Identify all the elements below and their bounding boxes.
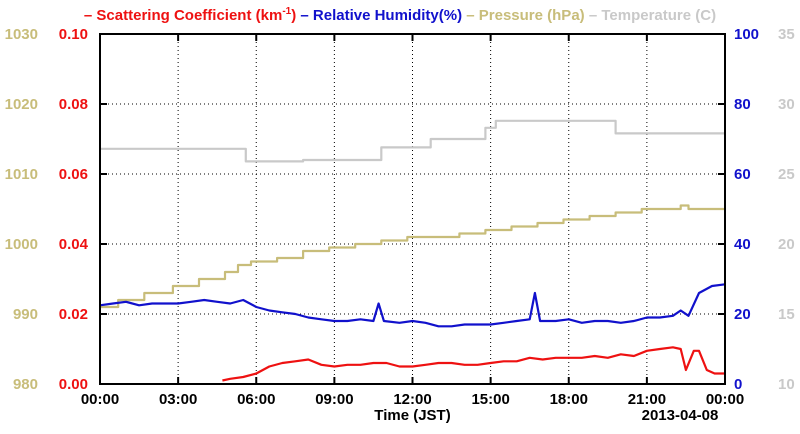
humidity-tick-label: 80: [734, 96, 751, 113]
x-axis-label: Time (JST): [374, 407, 450, 424]
series-line-pressure: [100, 204, 725, 309]
legend-suffix: C): [700, 7, 716, 24]
temperature-tick-label: 25: [778, 166, 795, 183]
temperature-tick-label: 20: [778, 236, 795, 253]
x-tick-label: 21:00: [628, 391, 666, 408]
scattering-tick-label: 0.08: [59, 96, 88, 113]
pressure-tick-label: 1010: [5, 166, 38, 183]
series-group: [99, 119, 726, 382]
scattering-tick-label: 0.02: [59, 306, 88, 323]
x-tick-label: 00:00: [81, 391, 119, 408]
temperature-tick-label: 15: [778, 306, 795, 323]
x-tick-label: 15:00: [471, 391, 509, 408]
humidity-tick-label: 100: [734, 26, 759, 43]
pressure-tick-label: 1020: [5, 96, 38, 113]
temperature-tick-label: 30: [778, 96, 795, 113]
scattering-tick-label: 0.06: [59, 166, 88, 183]
legend-entry: – Scattering Coefficient (km: [84, 7, 282, 24]
legend-superscript: -1: [282, 6, 291, 17]
humidity-tick-label: 0: [734, 376, 742, 393]
temperature-tick-label: 10: [778, 376, 795, 393]
scattering-tick-label: 0.00: [59, 376, 88, 393]
grid: [100, 34, 725, 384]
legend-entry: – Pressure (hPa): [462, 7, 585, 24]
pressure-tick-label: 1030: [5, 26, 38, 43]
x-tick-label: 00:00: [706, 391, 744, 408]
humidity-tick-label: 60: [734, 166, 751, 183]
date-label: 2013-04-08: [642, 407, 719, 424]
x-tick-label: 06:00: [237, 391, 275, 408]
humidity-tick-label: 40: [734, 236, 751, 253]
pressure-tick-label: 990: [13, 306, 38, 323]
x-tick-label: 18:00: [550, 391, 588, 408]
legend-line: – Scattering Coefficient (km-1) – Relati…: [84, 6, 716, 24]
series-line-scattering: [222, 346, 725, 382]
series-line-temperature: [100, 119, 725, 163]
axes: 00:00 03:00 06:00 09:00 12:00 15:00 18:00 21:00…: [5, 26, 795, 408]
humidity-tick-label: 20: [734, 306, 751, 323]
series-line-humidity: [99, 283, 726, 328]
pressure-tick-label: 1000: [5, 236, 38, 253]
x-tick-label: 03:00: [159, 391, 197, 408]
x-tick-label: 09:00: [315, 391, 353, 408]
legend-entry: – Relative Humidity(%): [296, 7, 462, 24]
x-tick-label: 12:00: [393, 391, 431, 408]
scattering-tick-label: 0.04: [59, 236, 89, 253]
legend: – Scattering Coefficient (km-1) – Relati…: [84, 6, 716, 24]
legend-suffix: ): [291, 7, 296, 24]
scattering-tick-label: 0.10: [59, 26, 88, 43]
pressure-tick-label: 980: [13, 376, 38, 393]
legend-entry: – Temperature (: [585, 7, 701, 24]
temperature-tick-label: 35: [778, 26, 795, 43]
